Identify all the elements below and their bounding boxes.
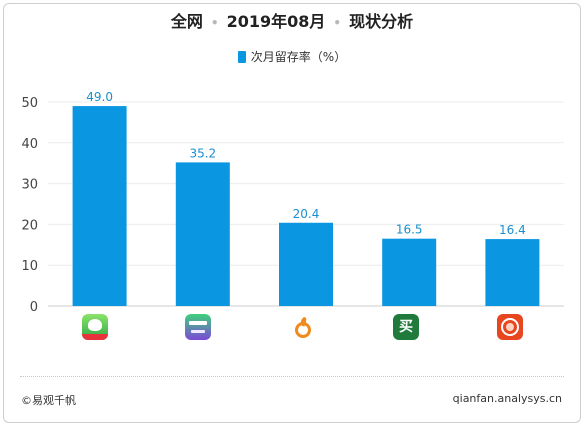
bar-value-label: 35.2 <box>189 146 216 160</box>
source-credit: ©易观千帆 <box>21 392 76 408</box>
bar[interactable] <box>279 223 333 306</box>
y-tick-label: 20 <box>21 218 38 233</box>
bar[interactable] <box>73 106 127 306</box>
green-mai-app-icon: 买 <box>393 314 419 340</box>
bar-value-label: 16.5 <box>396 223 423 237</box>
y-tick-label: 10 <box>21 259 38 274</box>
orange-flame-app-icon <box>289 314 315 340</box>
orange-circle-app-icon <box>497 314 523 340</box>
source-url[interactable]: qianfan.analysys.cn <box>453 392 562 405</box>
y-tick-label: 40 <box>21 137 38 152</box>
bar-value-label: 16.4 <box>499 223 526 237</box>
y-tick-label: 0 <box>30 300 38 315</box>
y-tick-label: 50 <box>21 96 38 111</box>
bar[interactable] <box>382 239 436 306</box>
bar[interactable] <box>485 239 539 306</box>
bar[interactable] <box>176 162 230 306</box>
footer-divider <box>20 376 564 377</box>
green-app-icon <box>82 314 108 340</box>
y-tick-label: 30 <box>21 178 38 193</box>
bar-value-label: 49.0 <box>86 90 113 104</box>
bar-value-label: 20.4 <box>293 207 320 221</box>
green-purple-app-icon <box>185 314 211 340</box>
